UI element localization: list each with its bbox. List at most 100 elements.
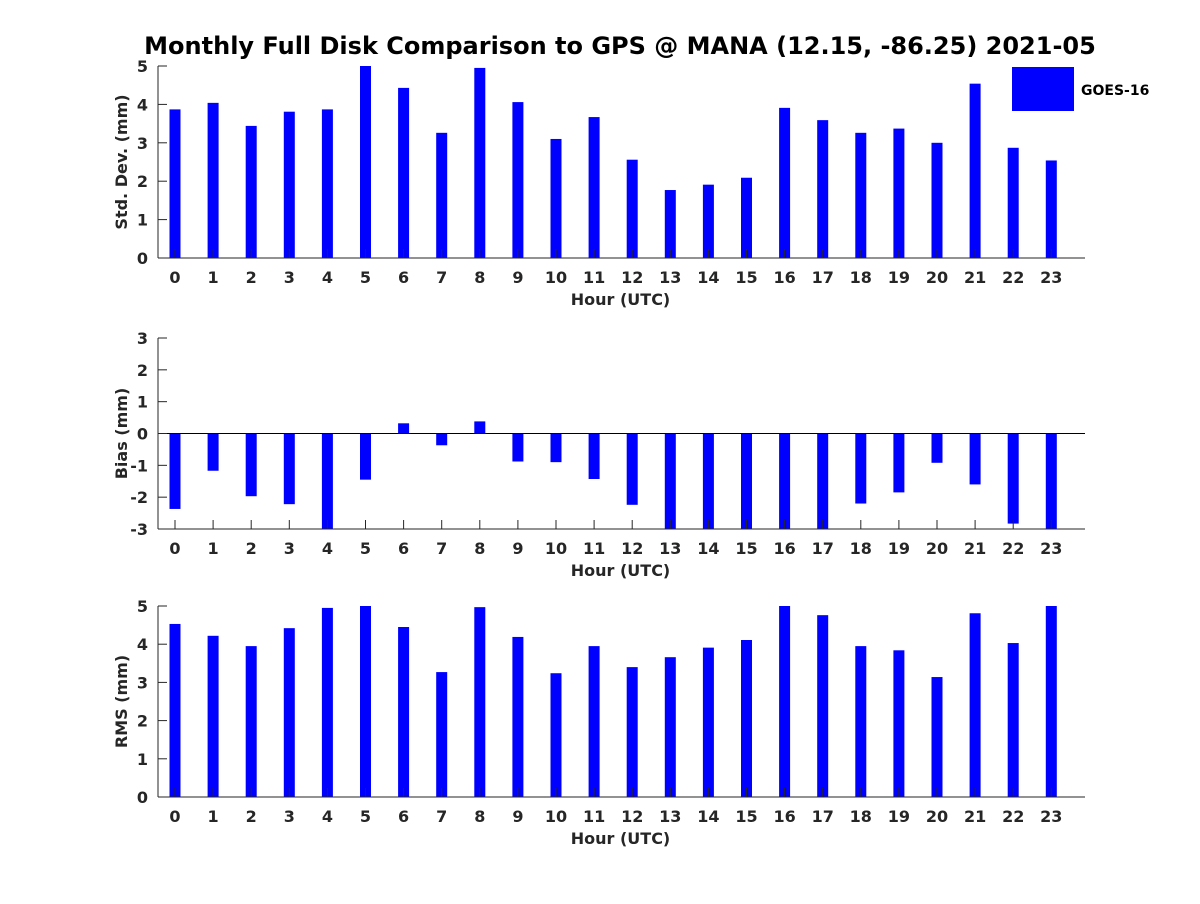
bar-panel3-hour-4 bbox=[321, 607, 333, 797]
bar-panel1-hour-22 bbox=[1007, 147, 1019, 258]
x-tick-label: 4 bbox=[322, 539, 333, 558]
x-tick-label: 17 bbox=[812, 268, 834, 287]
bar-panel2-hour-9 bbox=[512, 433, 524, 462]
bar-panel2-hour-7 bbox=[436, 433, 448, 446]
x-tick-label: 10 bbox=[545, 807, 567, 826]
x-tick-label: 3 bbox=[284, 539, 295, 558]
x-tick-label: 15 bbox=[735, 268, 757, 287]
bar-panel3-hour-18 bbox=[855, 646, 867, 797]
legend-label-goes-16: GOES-16 bbox=[1081, 83, 1149, 99]
x-tick-label: 3 bbox=[284, 807, 295, 826]
bar-panel1-hour-3 bbox=[283, 111, 295, 258]
y-tick-label: 1 bbox=[137, 211, 148, 230]
y-tick-label: -1 bbox=[130, 456, 148, 475]
bar-panel2-hour-2 bbox=[245, 433, 257, 497]
x-tick-label: 13 bbox=[659, 539, 681, 558]
bar-panel2-hour-19 bbox=[893, 433, 905, 493]
x-tick-label: 1 bbox=[208, 539, 219, 558]
bar-panel2-hour-20 bbox=[931, 433, 943, 463]
x-tick-label: 1 bbox=[208, 807, 219, 826]
bar-panel3-hour-6 bbox=[398, 627, 410, 797]
x-tick-label: 15 bbox=[735, 539, 757, 558]
x-tick-label: 9 bbox=[512, 807, 523, 826]
x-tick-label: 11 bbox=[583, 268, 605, 287]
bar-panel1-hour-14 bbox=[702, 184, 714, 258]
x-tick-label: 4 bbox=[322, 807, 333, 826]
bar-panel1-hour-12 bbox=[626, 159, 638, 258]
x-tick-label: 8 bbox=[474, 268, 485, 287]
x-tick-label: 4 bbox=[322, 268, 333, 287]
y-tick-label: 3 bbox=[137, 673, 148, 692]
x-tick-label: 14 bbox=[697, 807, 719, 826]
legend: GOES-16 bbox=[1012, 67, 1149, 111]
x-tick-label: 6 bbox=[398, 539, 409, 558]
bar-panel2-hour-11 bbox=[588, 433, 600, 480]
x-tick-label: 14 bbox=[697, 539, 719, 558]
x-tick-label: 8 bbox=[474, 807, 485, 826]
bar-panel1-hour-15 bbox=[741, 177, 752, 258]
y-tick-label: 0 bbox=[137, 788, 148, 807]
bar-panel3-hour-3 bbox=[283, 628, 295, 797]
bar-panel1-hour-17 bbox=[817, 120, 829, 258]
x-tick-label: 20 bbox=[926, 268, 948, 287]
bar-panel1-hour-6 bbox=[398, 87, 410, 258]
x-tick-label: 7 bbox=[436, 539, 447, 558]
bar-panel3-hour-23 bbox=[1045, 606, 1057, 797]
bar-panel3-hour-19 bbox=[893, 650, 905, 797]
x-tick-label: 16 bbox=[773, 539, 795, 558]
x-tick-label: 6 bbox=[398, 268, 409, 287]
y-tick-label: 3 bbox=[137, 134, 148, 153]
x-tick-label: 3 bbox=[284, 268, 295, 287]
x-tick-label: 7 bbox=[436, 807, 447, 826]
x-axis-label: Hour (UTC) bbox=[571, 290, 671, 309]
x-tick-label: 5 bbox=[360, 539, 371, 558]
x-tick-label: 8 bbox=[474, 539, 485, 558]
bar-panel3-hour-11 bbox=[588, 646, 600, 797]
bar-panel2-hour-12 bbox=[626, 433, 638, 505]
bar-panel1-hour-5 bbox=[360, 66, 371, 258]
x-tick-label: 0 bbox=[169, 539, 180, 558]
x-tick-label: 13 bbox=[659, 268, 681, 287]
bar-panel2-hour-17 bbox=[817, 433, 829, 529]
y-tick-label: 5 bbox=[137, 597, 148, 616]
bar-panel3-hour-12 bbox=[626, 667, 638, 797]
bar-panel1-hour-9 bbox=[512, 102, 524, 258]
x-tick-label: 21 bbox=[964, 268, 986, 287]
bar-panel3-hour-13 bbox=[664, 657, 676, 797]
bar-panel1-hour-20 bbox=[931, 142, 943, 258]
bar-panel2-hour-15 bbox=[741, 433, 752, 529]
y-tick-label: 0 bbox=[137, 249, 148, 268]
bar-panel3-hour-20 bbox=[931, 677, 943, 797]
y-tick-label: 2 bbox=[137, 172, 148, 191]
x-tick-label: 21 bbox=[964, 539, 986, 558]
bar-panel3-hour-9 bbox=[512, 636, 524, 797]
bar-panel1-hour-7 bbox=[436, 132, 448, 258]
y-tick-label: -3 bbox=[130, 520, 148, 539]
bar-panel3-hour-10 bbox=[550, 673, 562, 797]
y-tick-label: 3 bbox=[137, 329, 148, 348]
y-tick-label: 4 bbox=[137, 95, 148, 114]
y-tick-label: 2 bbox=[137, 361, 148, 380]
x-tick-label: 21 bbox=[964, 807, 986, 826]
x-axis-label: Hour (UTC) bbox=[571, 829, 671, 848]
x-tick-label: 23 bbox=[1040, 268, 1062, 287]
bar-panel1-hour-2 bbox=[245, 125, 257, 259]
x-tick-label: 23 bbox=[1040, 807, 1062, 826]
x-tick-label: 19 bbox=[888, 539, 910, 558]
x-tick-label: 19 bbox=[888, 807, 910, 826]
x-tick-label: 7 bbox=[436, 268, 447, 287]
x-tick-label: 18 bbox=[850, 539, 872, 558]
x-tick-label: 22 bbox=[1002, 268, 1024, 287]
bar-panel3-hour-8 bbox=[474, 607, 486, 797]
bar-panel2-hour-6 bbox=[398, 423, 410, 434]
bar-panel1-hour-23 bbox=[1045, 160, 1057, 258]
x-tick-label: 17 bbox=[812, 807, 834, 826]
y-tick-label: 5 bbox=[137, 57, 148, 76]
x-tick-label: 22 bbox=[1002, 539, 1024, 558]
bar-panel1-hour-16 bbox=[779, 107, 791, 258]
